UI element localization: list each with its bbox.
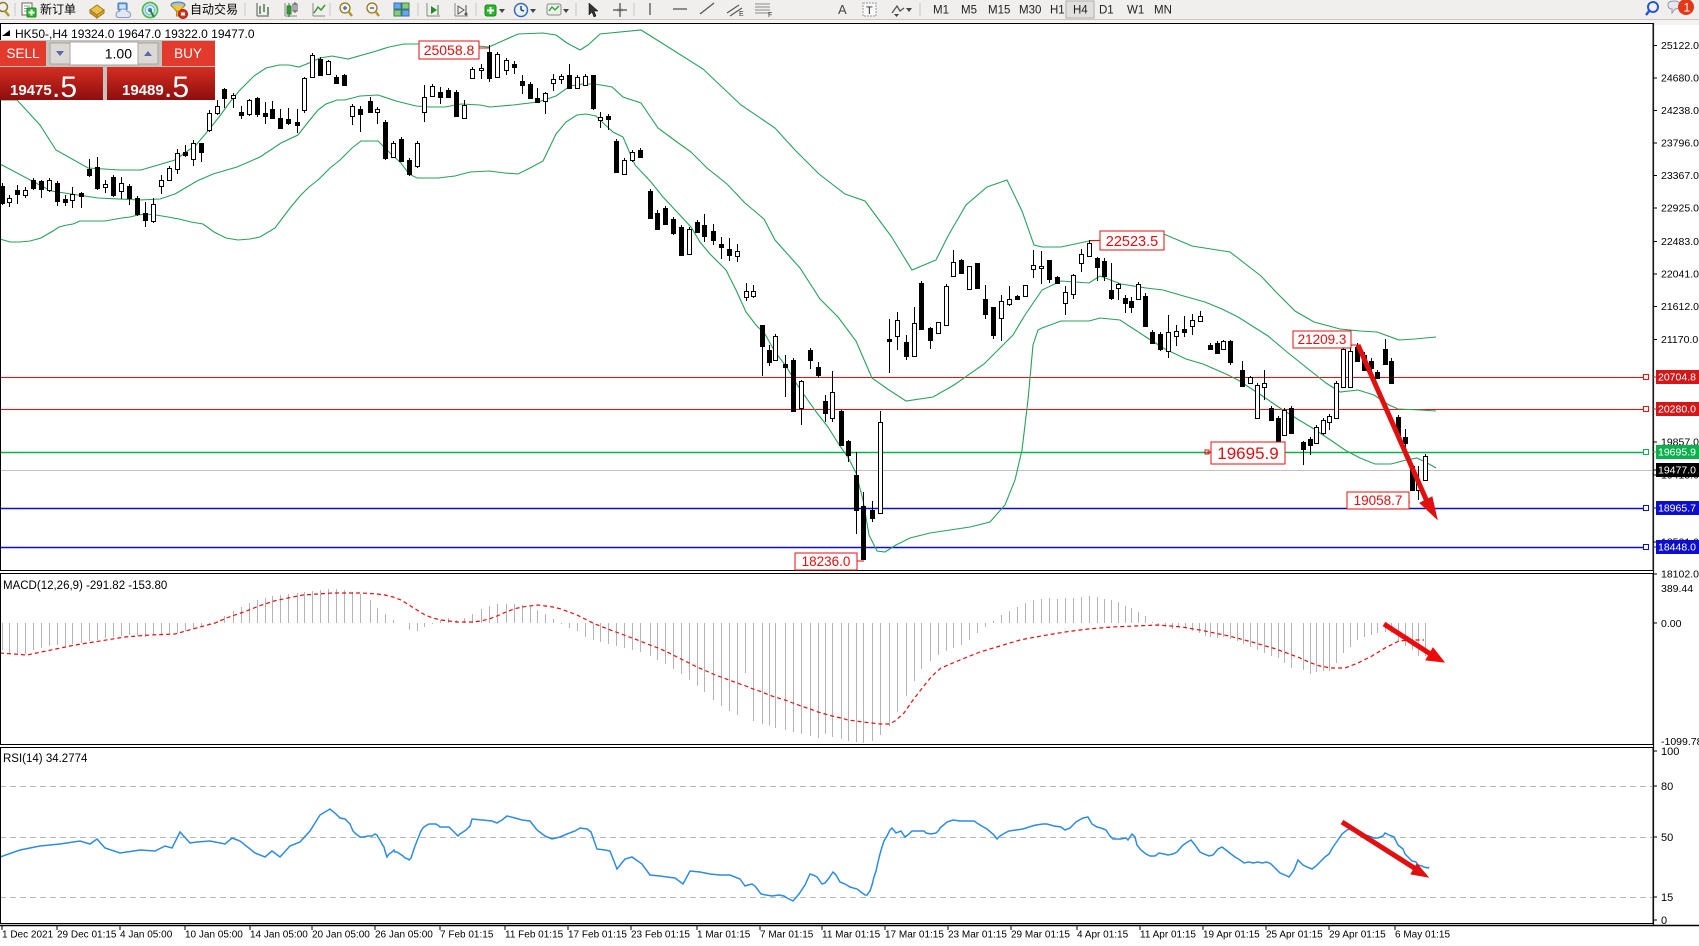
svg-text:22925.0: 22925.0 <box>1661 203 1699 215</box>
svg-text:18102.0: 18102.0 <box>1661 569 1699 581</box>
svg-text:SELL: SELL <box>6 46 40 61</box>
svg-text:1: 1 <box>1684 1 1691 15</box>
svg-text:7 Feb 01:15: 7 Feb 01:15 <box>440 930 494 941</box>
svg-text:20280.0: 20280.0 <box>1658 404 1696 416</box>
svg-text:20704.8: 20704.8 <box>1658 372 1696 384</box>
svg-text:29 Mar 01:15: 29 Mar 01:15 <box>1011 930 1070 941</box>
svg-text:389.44: 389.44 <box>1661 583 1693 595</box>
svg-text:HK50-,H4 19324.0 19647.0 1932: HK50-,H4 19324.0 19647.0 19322.0 19477.0 <box>15 27 255 41</box>
svg-text:D1: D1 <box>1099 5 1114 17</box>
svg-text:H1: H1 <box>1050 5 1065 17</box>
svg-text:7 Mar 01:15: 7 Mar 01:15 <box>760 930 814 941</box>
svg-text:19 Apr 01:15: 19 Apr 01:15 <box>1203 930 1260 941</box>
svg-text:19477.0: 19477.0 <box>1658 465 1696 477</box>
svg-text:50: 50 <box>1661 832 1673 844</box>
svg-text:M30: M30 <box>1019 5 1041 17</box>
svg-text:新订单: 新订单 <box>40 2 76 17</box>
svg-text:.5: .5 <box>164 71 189 104</box>
svg-text:BUY: BUY <box>174 46 202 61</box>
svg-text:26 Jan 05:00: 26 Jan 05:00 <box>375 930 433 941</box>
svg-text:18236.0: 18236.0 <box>802 554 851 569</box>
svg-text:.5: .5 <box>52 71 77 104</box>
svg-text:6 May 01:15: 6 May 01:15 <box>1395 930 1450 941</box>
svg-text:19489: 19489 <box>122 82 164 99</box>
svg-text:F: F <box>768 12 772 19</box>
svg-text:23796.0: 23796.0 <box>1661 138 1699 150</box>
svg-text:W1: W1 <box>1127 5 1144 17</box>
svg-text:RSI(14) 34.2774: RSI(14) 34.2774 <box>3 753 88 765</box>
svg-text:21209.3: 21209.3 <box>1298 332 1347 347</box>
svg-text:25058.8: 25058.8 <box>424 42 475 58</box>
svg-text:M1: M1 <box>933 5 949 17</box>
svg-text:1 Mar 01:15: 1 Mar 01:15 <box>697 930 751 941</box>
svg-text:11 Feb 01:15: 11 Feb 01:15 <box>505 930 564 941</box>
svg-text:A: A <box>838 2 847 17</box>
svg-text:80: 80 <box>1661 781 1673 793</box>
svg-text:15: 15 <box>1661 892 1673 904</box>
svg-text:M15: M15 <box>988 5 1010 17</box>
svg-text:23367.0: 23367.0 <box>1661 170 1699 182</box>
svg-text:MACD(12,26,9) -291.82 -153.80: MACD(12,26,9) -291.82 -153.80 <box>3 580 167 592</box>
svg-text:24680.0: 24680.0 <box>1661 73 1699 85</box>
svg-text:23 Feb 01:15: 23 Feb 01:15 <box>631 930 690 941</box>
svg-text:18965.7: 18965.7 <box>1658 503 1696 515</box>
svg-text:M5: M5 <box>961 5 977 17</box>
svg-text:22483.0: 22483.0 <box>1661 236 1699 248</box>
svg-text:29 Dec 01:15: 29 Dec 01:15 <box>57 930 117 941</box>
svg-text:22041.0: 22041.0 <box>1661 269 1699 281</box>
svg-text:10 Jan 05:00: 10 Jan 05:00 <box>185 930 243 941</box>
svg-text:1 Dec 2021: 1 Dec 2021 <box>2 930 54 941</box>
svg-text:20 Jan 05:00: 20 Jan 05:00 <box>312 930 370 941</box>
svg-text:24238.0: 24238.0 <box>1661 105 1699 117</box>
svg-text:4 Jan 05:00: 4 Jan 05:00 <box>120 930 173 941</box>
svg-text:11 Mar 01:15: 11 Mar 01:15 <box>822 930 881 941</box>
svg-text:0: 0 <box>1661 915 1667 927</box>
svg-text:14 Jan 05:00: 14 Jan 05:00 <box>250 930 308 941</box>
svg-text:19475: 19475 <box>10 82 52 99</box>
svg-text:17 Feb 01:15: 17 Feb 01:15 <box>568 930 627 941</box>
svg-text:18448.0: 18448.0 <box>1658 542 1696 554</box>
svg-text:自动交易: 自动交易 <box>190 2 238 17</box>
svg-text:T: T <box>866 5 873 17</box>
svg-text:1.00: 1.00 <box>105 46 132 62</box>
svg-text:17 Mar 01:15: 17 Mar 01:15 <box>885 930 944 941</box>
svg-text:11 Apr 01:15: 11 Apr 01:15 <box>1140 930 1196 941</box>
svg-text:E: E <box>739 11 744 18</box>
svg-text:0.00: 0.00 <box>1661 618 1682 630</box>
svg-text:23 Mar 01:15: 23 Mar 01:15 <box>948 930 1007 941</box>
svg-text:25 Apr 01:15: 25 Apr 01:15 <box>1266 930 1323 941</box>
svg-text:25122.0: 25122.0 <box>1661 40 1699 52</box>
svg-text:29 Apr 01:15: 29 Apr 01:15 <box>1329 930 1386 941</box>
svg-text:MN: MN <box>1154 5 1172 17</box>
svg-text:100: 100 <box>1661 746 1679 758</box>
svg-text:19695.9: 19695.9 <box>1658 447 1696 459</box>
svg-text:21170.0: 21170.0 <box>1661 334 1698 346</box>
svg-text:19058.7: 19058.7 <box>1354 493 1403 508</box>
svg-text:-1099.78: -1099.78 <box>1661 736 1699 748</box>
svg-text:21612.0: 21612.0 <box>1661 301 1699 313</box>
svg-text:22523.5: 22523.5 <box>1106 234 1158 250</box>
svg-text:H4: H4 <box>1073 5 1088 17</box>
svg-text:19695.9: 19695.9 <box>1217 444 1278 463</box>
svg-text:4 Apr 01:15: 4 Apr 01:15 <box>1077 930 1129 941</box>
